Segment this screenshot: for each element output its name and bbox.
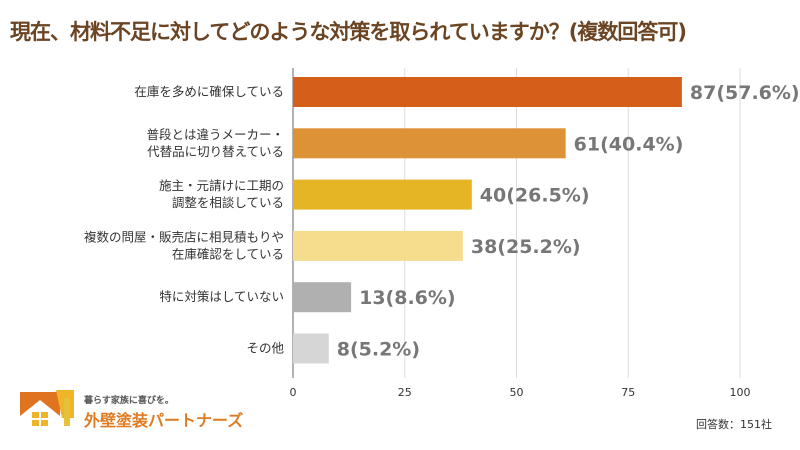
chart-title: 現在、材料不足に対してどのような対策を取られていますか？(複数回答可) xyxy=(10,20,687,44)
logo-tagline: 暮らす家族に喜びを。 xyxy=(84,396,174,406)
data-label: 40(26.5%) xyxy=(480,185,590,207)
category-label: 代替品に切り替えている xyxy=(147,144,284,159)
x-tick-label: 50 xyxy=(510,386,524,399)
category-label: 在庫を多めに確保している xyxy=(134,84,284,99)
x-tick-label: 100 xyxy=(730,386,751,399)
data-label: 38(25.2%) xyxy=(471,236,581,258)
data-label: 87(57.6%) xyxy=(690,82,800,104)
bar xyxy=(293,282,352,313)
respondent-count: 回答数：151社 xyxy=(696,418,772,431)
category-label: 調整を相談している xyxy=(172,195,284,210)
house-brush-icon xyxy=(20,390,74,426)
data-label: 8(5.2%) xyxy=(337,339,420,361)
bar xyxy=(293,77,682,107)
category-label: 施主・元請けに工期の xyxy=(159,178,284,193)
data-label: 61(40.4%) xyxy=(574,133,684,155)
brand-logo: 暮らす家族に喜びを。 外壁塗装パートナーズ xyxy=(18,388,243,436)
bar xyxy=(293,333,329,364)
category-label: 在庫確認をしている xyxy=(172,246,284,261)
category-label: 複数の問屋・販売店に相見積もりや xyxy=(84,229,284,244)
logo-name: 外壁塗装パートナーズ xyxy=(84,411,244,430)
bar xyxy=(293,230,463,261)
category-label: 普段とは違うメーカー・ xyxy=(146,127,284,142)
bar xyxy=(293,128,566,159)
category-label: 特に対策はしていない xyxy=(159,289,284,304)
x-tick-label: 25 xyxy=(398,386,412,399)
bar xyxy=(293,179,472,210)
data-label: 13(8.6%) xyxy=(359,287,456,309)
category-label: その他 xyxy=(246,341,284,356)
x-tick-label: 0 xyxy=(290,386,297,399)
x-tick-label: 75 xyxy=(621,386,635,399)
